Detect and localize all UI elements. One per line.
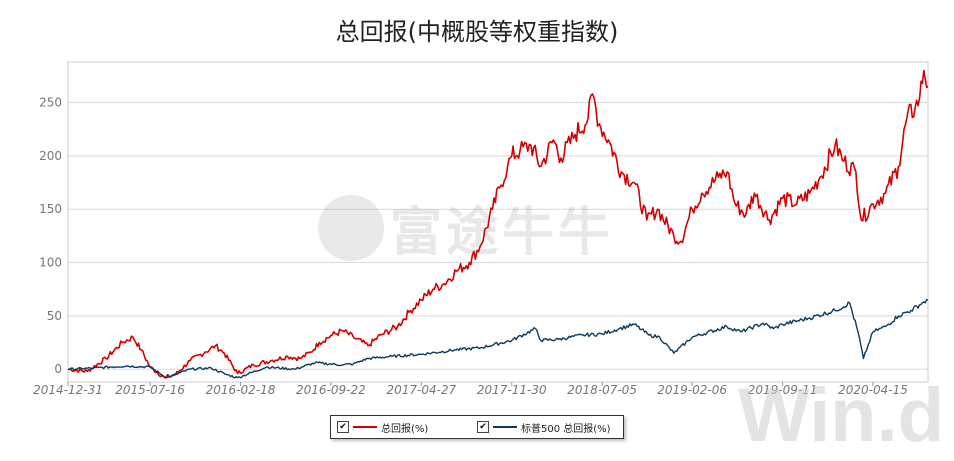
x-tick-label: 2015-07-16 xyxy=(115,383,185,397)
legend-label: 标普500 总回报(%) xyxy=(521,423,611,435)
x-axis-ticks: 2014-12-31 2015-07-16 2016-02-18 2016-09-22… xyxy=(33,382,908,397)
y-tick-label: 200 xyxy=(39,149,62,163)
legend-swatch-navy xyxy=(493,426,517,428)
y-tick-label: 100 xyxy=(39,256,62,270)
series-line-total-return xyxy=(67,69,929,379)
y-tick-label: 50 xyxy=(47,309,62,323)
x-tick-label: 2016-02-18 xyxy=(206,383,276,397)
legend-item-sp500[interactable]: ✔ 标普500 总回报(%) xyxy=(477,416,611,438)
chart-title: 总回报(中概股等权重指数) xyxy=(335,18,619,46)
x-tick-label: 2016-09-22 xyxy=(296,383,366,397)
series-lines xyxy=(67,69,929,379)
futu-watermark-text: 富途牛牛 xyxy=(390,203,615,263)
legend-item-total-return[interactable]: ✔ 总回报(%) xyxy=(337,416,428,438)
x-tick-label: 2014-12-31 xyxy=(33,383,103,397)
plot-area xyxy=(67,61,929,383)
gridlines xyxy=(68,102,928,370)
x-tick-label: 2018-07-05 xyxy=(567,383,637,397)
x-tick-label: 2020-04-15 xyxy=(838,383,908,397)
y-tick-label: 0 xyxy=(54,362,62,376)
y-tick-label: 250 xyxy=(39,96,62,110)
legend-label: 总回报(%) xyxy=(381,423,429,435)
futu-watermark: 富途牛牛 xyxy=(318,190,614,265)
x-tick-label: 2017-04-27 xyxy=(386,383,456,397)
legend: ✔ 总回报(%) ✔ 标普500 总回报(%) xyxy=(330,415,624,439)
legend-checkbox-icon[interactable]: ✔ xyxy=(337,421,349,433)
series-line-sp500 xyxy=(67,298,929,379)
x-tick-label: 2017-11-30 xyxy=(477,383,547,397)
wind-watermark: Win.d xyxy=(738,373,945,458)
x-tick-label: 2019-09-11 xyxy=(748,383,818,397)
x-tick-label: 2019-02-06 xyxy=(657,383,727,397)
futu-logo-icon xyxy=(318,194,384,261)
y-axis-ticks: 0 50 100 150 200 250 xyxy=(39,96,62,377)
y-tick-label: 150 xyxy=(39,202,62,216)
legend-checkbox-icon[interactable]: ✔ xyxy=(477,421,489,433)
legend-swatch-red xyxy=(353,426,377,428)
